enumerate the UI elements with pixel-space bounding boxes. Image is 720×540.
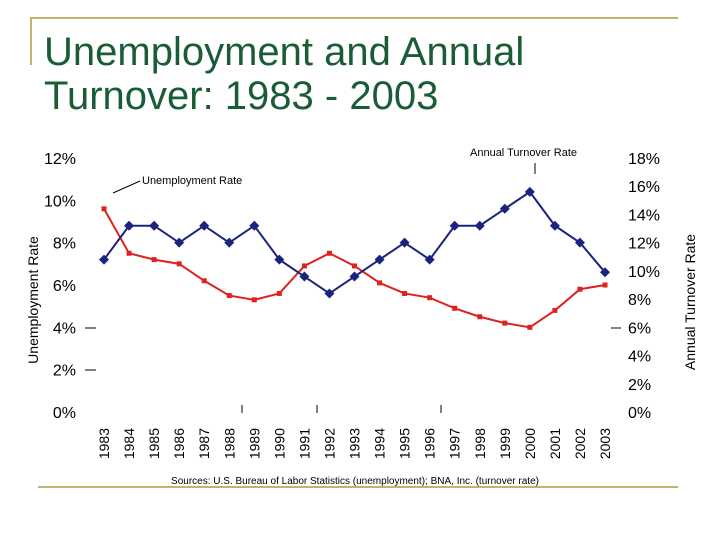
unemployment-point: [226, 293, 232, 299]
unemployment-point: [502, 320, 508, 326]
unemployment-point: [101, 206, 107, 212]
unemployment-point: [452, 305, 458, 311]
left-tick-label: 10%: [44, 193, 76, 210]
x-tick-label: 2000: [522, 428, 538, 459]
right-tick-label: 16%: [628, 179, 660, 196]
turnover-point: [399, 237, 410, 248]
turnover-point: [574, 237, 585, 248]
x-tick-label: 1986: [171, 428, 187, 459]
x-tick-label: 1998: [472, 428, 488, 459]
left-tick-label: 6%: [53, 278, 76, 295]
left-axis-title: Unemployment Rate: [25, 236, 41, 364]
right-tick-label: 8%: [628, 292, 651, 309]
right-tick-label: 18%: [628, 151, 660, 168]
x-tick-label: 1985: [146, 428, 162, 459]
left-frame-rule: [30, 17, 32, 65]
unemployment-point: [527, 324, 533, 330]
unemployment-point: [477, 314, 483, 320]
x-tick-label: 1987: [196, 428, 212, 459]
x-tick-label: 1984: [121, 428, 137, 459]
x-tick-label: 2002: [572, 428, 588, 459]
unemployment-point: [276, 290, 282, 296]
unemployment-point: [251, 297, 257, 303]
unemployment-point: [301, 263, 307, 269]
turnover-point: [349, 271, 360, 282]
x-tick-label: 1995: [397, 428, 413, 459]
annotation-unemployment: Unemployment Rate: [142, 175, 242, 187]
left-tick-label: 8%: [53, 236, 76, 253]
right-tick-label: 12%: [628, 236, 660, 253]
turnover-point: [549, 220, 560, 231]
left-tick-label: 12%: [44, 151, 76, 168]
unemployment-point: [602, 282, 608, 288]
right-tick-label: 0%: [628, 405, 651, 422]
turnover-point: [249, 220, 260, 231]
right-axis-ticks: 0% 2% 4% 6% 8% 10% 12% 14% 16% 18%: [628, 151, 660, 422]
annotation-turnover: Annual Turnover Rate: [470, 147, 577, 159]
x-tick-label: 1988: [221, 428, 237, 459]
turnover-point: [149, 220, 160, 231]
right-tick-label: 6%: [628, 320, 651, 337]
turnover-point: [299, 271, 310, 282]
x-tick-label: 1999: [497, 428, 513, 459]
unemployment-point: [176, 261, 182, 267]
right-axis-title: Annual Turnover Rate: [682, 234, 698, 370]
x-tick-label: 1989: [246, 428, 262, 459]
turnover-point: [324, 288, 335, 299]
turnover-point: [124, 220, 135, 231]
slide-title: Unemployment and Annual Turnover: 1983 -…: [44, 30, 525, 118]
turnover-point: [224, 237, 235, 248]
turnover-point: [99, 254, 109, 265]
turnover-point: [449, 220, 460, 231]
left-tick-label: 0%: [53, 405, 76, 422]
unemployment-point: [201, 278, 207, 284]
series-lines: [103, 190, 606, 329]
series-points: [99, 186, 610, 330]
unemployment-point: [326, 250, 332, 256]
top-frame-rule: [30, 17, 678, 19]
x-tick-label: 1991: [296, 428, 312, 459]
source-note: Sources: U.S. Bureau of Labor Statistics…: [171, 476, 539, 487]
x-tick-label: 1990: [271, 428, 287, 459]
x-tick-label: 1996: [422, 428, 438, 459]
left-tick-label: 4%: [53, 320, 76, 337]
x-tick-label: 1994: [372, 428, 388, 459]
x-tick-label: 1992: [321, 428, 337, 459]
x-tick-label: 1997: [447, 428, 463, 459]
turnover-point: [199, 220, 210, 231]
left-axis-ticks: 0% 2% 4% 6% 8% 10% 12%: [44, 151, 76, 422]
unemployment-point: [151, 257, 157, 263]
turnover-point: [274, 254, 285, 265]
right-tick-label: 2%: [628, 377, 651, 394]
turnover-point: [474, 220, 485, 231]
x-tick-label: 1993: [347, 428, 363, 459]
unemployment-point: [552, 307, 558, 313]
turnover-point: [374, 254, 385, 265]
unemployment-point: [427, 295, 433, 301]
right-tick-label: 4%: [628, 349, 651, 366]
x-axis-ticks: 1983 1984 1985 1986 1987 1988 1989 1990 1991 1992…: [96, 428, 613, 459]
left-tick-label: 2%: [53, 363, 76, 380]
turnover-point: [174, 237, 185, 248]
unemployment-point: [577, 286, 583, 292]
turnover-point: [600, 267, 610, 278]
turnover-point: [424, 254, 435, 265]
unemployment-point: [126, 250, 132, 256]
unemployment-point: [402, 290, 408, 296]
right-tick-label: 10%: [628, 264, 660, 281]
turnover-point: [499, 203, 510, 214]
bottom-frame-rule: [38, 486, 678, 488]
x-tick-label: 1983: [96, 428, 112, 459]
unemployment-point: [377, 280, 383, 286]
annotation-unemployment-leader: [112, 180, 141, 194]
right-tick-label: 14%: [628, 207, 660, 224]
x-tick-label: 2001: [547, 428, 563, 459]
x-tick-label: 2003: [597, 428, 613, 459]
turnover-point: [524, 186, 535, 197]
unemployment-point: [352, 263, 357, 269]
